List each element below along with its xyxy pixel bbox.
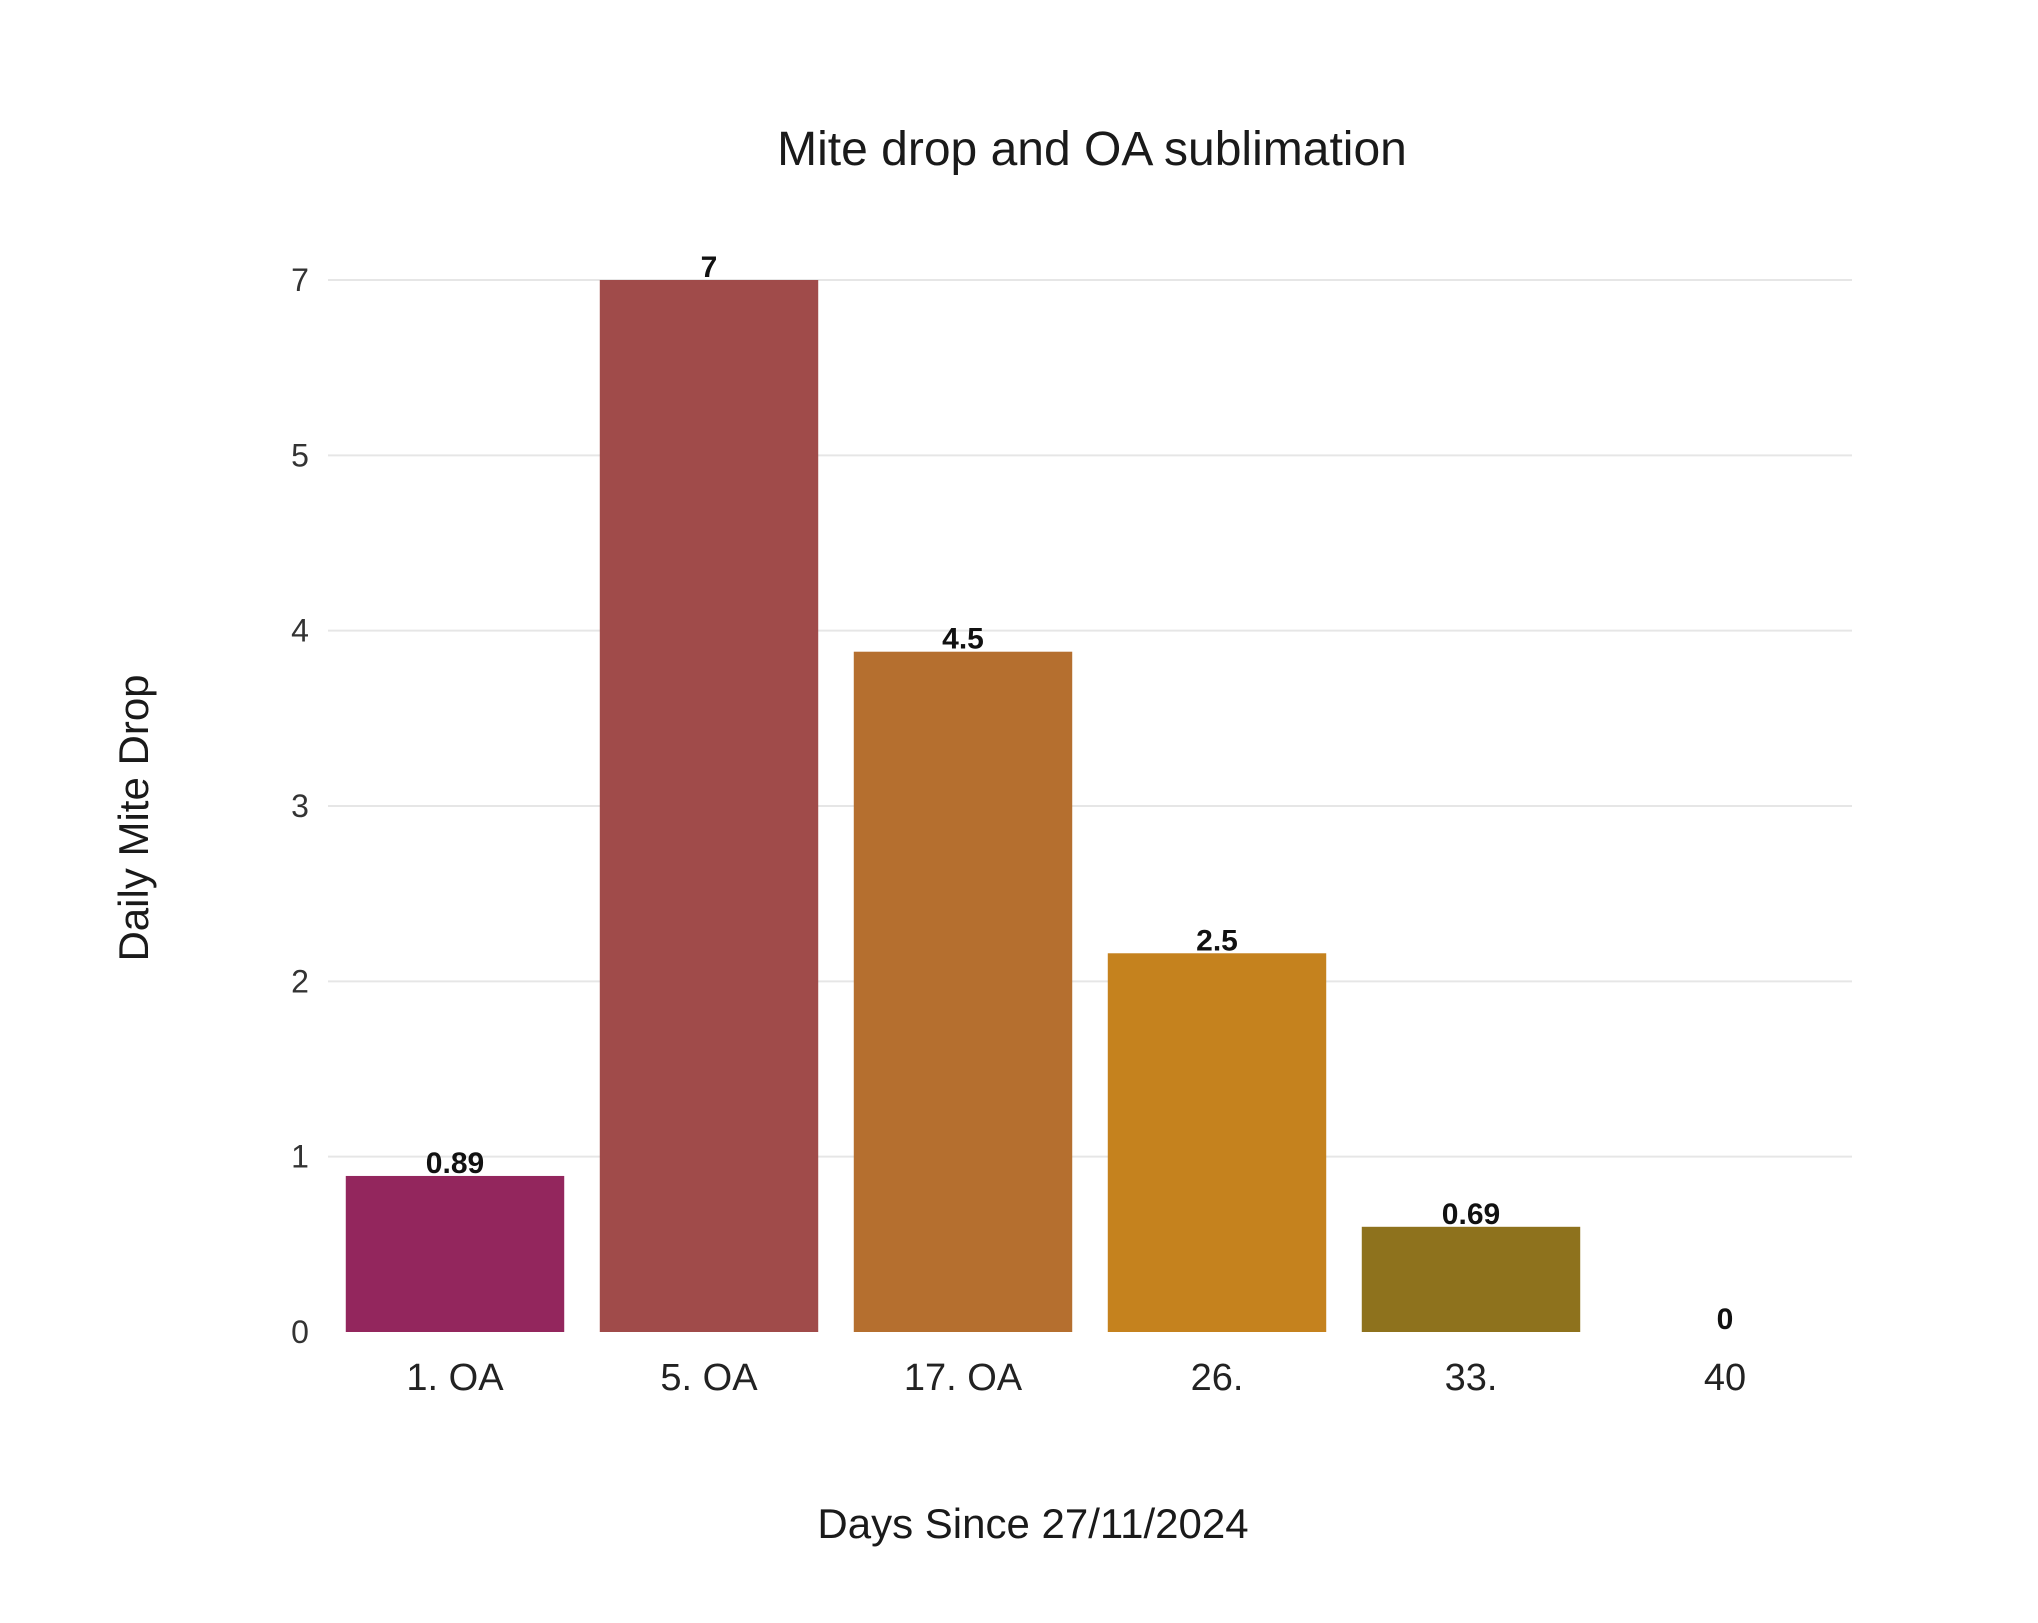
y-tick-label: 2 [291, 963, 309, 999]
y-tick-label: 1 [291, 1139, 309, 1175]
bar [1107, 953, 1327, 1332]
x-tick-label: 26. [1191, 1357, 1244, 1399]
x-tick-label: 1. OA [406, 1357, 504, 1399]
bar-value-label: 4.5 [942, 623, 984, 656]
x-tick-label: 33. [1445, 1357, 1498, 1399]
bar [599, 280, 819, 1332]
bar-value-label: 0.69 [1442, 1198, 1500, 1231]
y-axis-title: Daily Mite Drop [110, 674, 157, 961]
bar-value-label: 0.89 [426, 1147, 484, 1180]
y-tick-label: 0 [291, 1314, 309, 1350]
bar-value-label: 2.5 [1196, 924, 1238, 957]
bar [1361, 1226, 1581, 1332]
x-tick-label: 5. OA [660, 1357, 758, 1399]
y-axis-ticks: 0 1 2 3 4 5 7 [291, 262, 309, 1350]
bar [853, 651, 1073, 1332]
x-tick-label: 40 [1704, 1357, 1746, 1399]
x-tick-label: 17. OA [904, 1357, 1023, 1399]
bar-value-label: 0 [1717, 1303, 1734, 1336]
chart-title: Mite drop and OA sublimation [777, 123, 1407, 176]
y-tick-label: 4 [291, 613, 309, 649]
x-axis-ticks: 1. OA 5. OA 17. OA 26. 33. 40 [406, 1357, 1746, 1399]
bars [345, 280, 1581, 1332]
gridlines [328, 279, 1852, 1158]
y-tick-label: 3 [291, 788, 309, 824]
data-labels: 0.89 7 4.5 2.5 0.69 0 [426, 251, 1734, 1336]
y-tick-label: 7 [291, 262, 309, 298]
y-tick-label: 5 [291, 437, 309, 473]
x-axis-title: Days Since 27/11/2024 [817, 1500, 1248, 1547]
bar-value-label: 7 [701, 251, 718, 284]
bar [345, 1175, 565, 1332]
